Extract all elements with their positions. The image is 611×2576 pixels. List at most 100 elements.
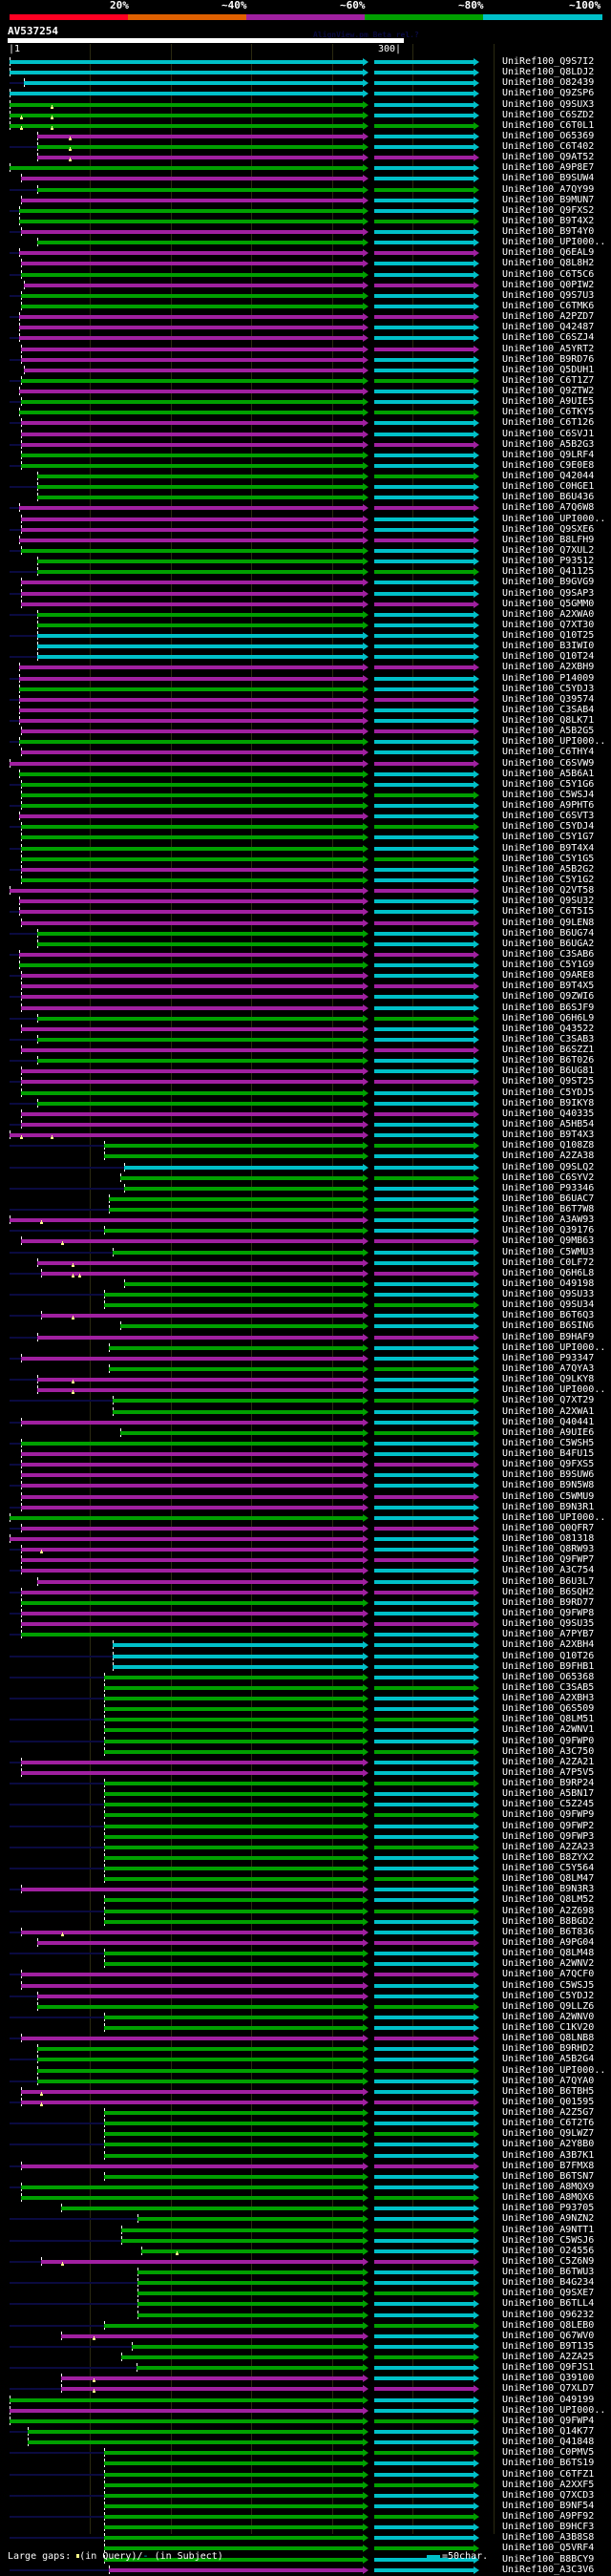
alignment-row[interactable]: UniRef100_Q7XUL2 (0, 545, 611, 557)
alignment-row[interactable]: UniRef100_B6TS19 (0, 2458, 611, 2469)
subject-id-link[interactable]: UniRef100_A9P8E7 (502, 162, 595, 174)
subject-id-link[interactable]: UniRef100_C3SAB6 (502, 948, 595, 960)
alignment-row[interactable]: UniRef100_Q9LRF4 (0, 450, 611, 461)
alignment-row[interactable]: UniRef100_C6T2T6 (0, 2118, 611, 2129)
subject-id-link[interactable]: UniRef100_B9RD76 (502, 353, 595, 365)
alignment-row[interactable]: UniRef100_A9P8E7 (0, 162, 611, 174)
subject-id-link[interactable]: UniRef100_Q7XT30 (502, 619, 595, 630)
subject-id-link[interactable]: UniRef100_B6SIN6 (502, 1320, 595, 1332)
subject-id-link[interactable]: UniRef100_A5BN17 (502, 1788, 595, 1800)
alignment-row[interactable]: UniRef100_B9T4X2 (0, 216, 611, 227)
subject-id-link[interactable]: UniRef100_C6TMK6 (502, 300, 595, 311)
alignment-row[interactable]: UniRef100_A9NTT1 (0, 2225, 611, 2236)
subject-id-link[interactable]: UniRef100_Q9FXS2 (502, 204, 595, 216)
subject-id-link[interactable]: UniRef100_B6SQH2 (502, 1586, 595, 1597)
subject-id-link[interactable]: UniRef100_C5WMU3 (502, 1246, 595, 1257)
alignment-row[interactable]: UniRef100_A2XBH3 (0, 1693, 611, 1704)
subject-id-link[interactable]: UniRef100_A2XBH3 (502, 1693, 595, 1704)
subject-id-link[interactable]: UniRef100_A3C3V6 (502, 2564, 595, 2575)
subject-id-link[interactable]: UniRef100_C6SVJ1 (502, 428, 595, 439)
subject-id-link[interactable]: UniRef100_Q9MB63 (502, 1235, 595, 1247)
subject-id-link[interactable]: UniRef100_B6TWU3 (502, 2267, 595, 2278)
subject-id-link[interactable]: UniRef100_Q9LWZ7 (502, 2128, 595, 2140)
subject-id-link[interactable]: UniRef100_Q39100 (502, 2373, 595, 2384)
alignment-row[interactable]: UniRef100_B9GVG9 (0, 577, 611, 588)
alignment-row[interactable]: UniRef100_B9T135 (0, 2341, 611, 2353)
subject-id-link[interactable]: UniRef100_C6T1Z7 (502, 374, 595, 386)
alignment-row[interactable]: UniRef100_A2WNV2 (0, 1958, 611, 1970)
subject-id-link[interactable]: UniRef100_A5B6A1 (502, 768, 595, 779)
alignment-row[interactable]: UniRef100_C6T126 (0, 417, 611, 429)
alignment-row[interactable]: UniRef100_B6UAC7 (0, 1193, 611, 1205)
alignment-row[interactable]: UniRef100_C6SZD2 (0, 110, 611, 121)
alignment-row[interactable]: UniRef100_B6SJF9 (0, 1003, 611, 1014)
alignment-row[interactable]: UniRef100_O49199 (0, 2395, 611, 2406)
subject-id-link[interactable]: UniRef100_A5B2G4 (502, 2054, 595, 2065)
subject-id-link[interactable]: UniRef100_Q67WV0 (502, 2330, 595, 2341)
alignment-row[interactable]: UniRef100_Q9ARE8 (0, 970, 611, 982)
alignment-row[interactable]: UniRef100_UPI000.. (0, 1384, 611, 1396)
subject-id-link[interactable]: UniRef100_Q9FXS5 (502, 1459, 595, 1470)
subject-id-link[interactable]: UniRef100_Q9SXE7 (502, 2288, 595, 2299)
alignment-row[interactable]: UniRef100_Q9LLZ6 (0, 2001, 611, 2013)
subject-id-link[interactable]: UniRef100_C5YDJ2 (502, 1990, 595, 2001)
alignment-row[interactable]: UniRef100_Q39176 (0, 1225, 611, 1236)
subject-id-link[interactable]: UniRef100_Q10T24 (502, 651, 595, 663)
subject-id-link[interactable]: UniRef100_A2XBH4 (502, 1639, 595, 1651)
subject-id-link[interactable]: UniRef100_B9N3R3 (502, 1884, 595, 1895)
subject-id-link[interactable]: UniRef100_C5Y564 (502, 1863, 595, 1874)
subject-id-link[interactable]: UniRef100_Q8LM51 (502, 1714, 595, 1725)
subject-id-link[interactable]: UniRef100_Q01595 (502, 2096, 595, 2107)
subject-id-link[interactable]: UniRef100_Q9FWP8 (502, 1607, 595, 1618)
subject-id-link[interactable]: UniRef100_B6UG74 (502, 927, 595, 939)
subject-id-link[interactable]: UniRef100_Q9ST25 (502, 1076, 595, 1087)
subject-id-link[interactable]: UniRef100_C0LF72 (502, 1256, 595, 1268)
alignment-row[interactable]: UniRef100_Q7XCD3 (0, 2490, 611, 2502)
alignment-row[interactable]: UniRef100_B9IKY8 (0, 1098, 611, 1109)
alignment-row[interactable]: UniRef100_A5HB54 (0, 1119, 611, 1130)
subject-id-link[interactable]: UniRef100_B9HAF9 (502, 1331, 595, 1342)
subject-id-link[interactable]: UniRef100_B6UAC7 (502, 1193, 595, 1204)
alignment-row[interactable]: UniRef100_C5WSJ6 (0, 2235, 611, 2247)
alignment-row[interactable]: UniRef100_UPI000.. (0, 237, 611, 248)
alignment-row[interactable]: UniRef100_B9T4X5 (0, 981, 611, 992)
alignment-row[interactable]: UniRef100_Q9MB63 (0, 1235, 611, 1247)
alignment-row[interactable]: UniRef100_A2XBH4 (0, 1639, 611, 1651)
alignment-row[interactable]: UniRef100_A9PG04 (0, 1937, 611, 1949)
subject-id-link[interactable]: UniRef100_B6TLL4 (502, 2298, 595, 2310)
alignment-row[interactable]: UniRef100_B6TSN7 (0, 2171, 611, 2183)
alignment-row[interactable]: UniRef100_B8ZYX2 (0, 1852, 611, 1864)
subject-id-link[interactable]: UniRef100_Q9SXE6 (502, 523, 595, 535)
subject-id-link[interactable]: UniRef100_A2ZA25 (502, 2352, 595, 2363)
alignment-row[interactable]: UniRef100_C6T402 (0, 141, 611, 153)
alignment-row[interactable]: UniRef100_C5YDJ4 (0, 821, 611, 833)
alignment-row[interactable]: UniRef100_Q9FJS1 (0, 2362, 611, 2374)
alignment-row[interactable]: UniRef100_Q5DUH1 (0, 365, 611, 376)
alignment-row[interactable]: UniRef100_Q9FWP7 (0, 1554, 611, 1566)
subject-id-link[interactable]: UniRef100_Q9SAP3 (502, 587, 595, 599)
subject-id-link[interactable]: UniRef100_A2WNV1 (502, 1724, 595, 1736)
alignment-row[interactable]: UniRef100_UPI000.. (0, 736, 611, 748)
alignment-row[interactable]: UniRef100_Q9SU33 (0, 1289, 611, 1300)
subject-id-link[interactable]: UniRef100_C5WSJ5 (502, 1979, 595, 1991)
subject-id-link[interactable]: UniRef100_Q9AT52 (502, 152, 595, 163)
alignment-row[interactable]: UniRef100_A8MQX6 (0, 2192, 611, 2204)
alignment-row[interactable]: UniRef100_A5B6A1 (0, 768, 611, 780)
alignment-row[interactable]: UniRef100_B9NF54 (0, 2501, 611, 2512)
subject-id-link[interactable]: UniRef100_Q41125 (502, 566, 595, 578)
subject-id-link[interactable]: UniRef100_C6SZJ4 (502, 332, 595, 344)
alignment-row[interactable]: UniRef100_B8BCY9 (0, 2554, 611, 2565)
alignment-row[interactable]: UniRef100_Q9SUX3 (0, 99, 611, 111)
alignment-row[interactable]: UniRef100_Q9FXS5 (0, 1459, 611, 1470)
alignment-row[interactable]: UniRef100_C3SAB5 (0, 1682, 611, 1694)
alignment-row[interactable]: UniRef100_B6UG81 (0, 1066, 611, 1077)
subject-id-link[interactable]: UniRef100_C6TKY5 (502, 407, 595, 418)
alignment-row[interactable]: UniRef100_B9SUW4 (0, 173, 611, 184)
alignment-row[interactable]: UniRef100_C6T5I5 (0, 906, 611, 918)
alignment-row[interactable]: UniRef100_A5B2G5 (0, 726, 611, 737)
subject-id-link[interactable]: UniRef100_C5YDJ4 (502, 821, 595, 833)
alignment-row[interactable]: UniRef100_Q8L8H2 (0, 258, 611, 269)
alignment-row[interactable]: UniRef100_C0LF72 (0, 1256, 611, 1269)
subject-id-link[interactable]: UniRef100_A2Z5G7 (502, 2107, 595, 2119)
subject-id-link[interactable]: UniRef100_A2XBH9 (502, 662, 595, 673)
